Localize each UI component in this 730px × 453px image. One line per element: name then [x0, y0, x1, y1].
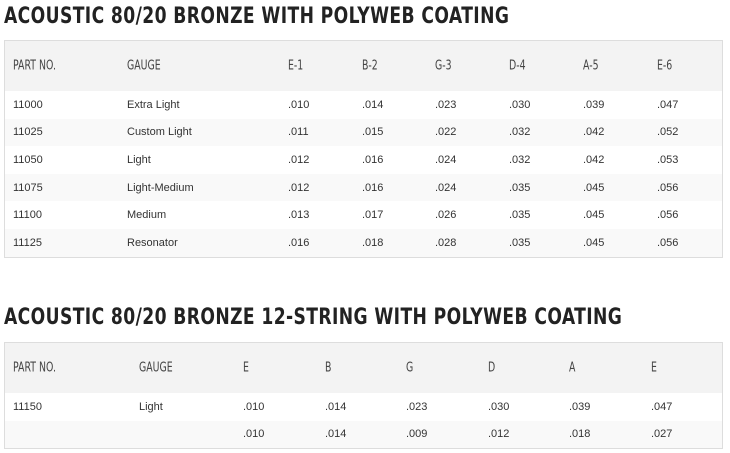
table-cell: 11150: [13, 400, 42, 413]
table-cell: .053: [657, 153, 679, 166]
column-header: E: [651, 360, 657, 376]
table-cell: .056: [657, 181, 679, 194]
table-cell: .014: [325, 428, 347, 441]
table-cell: .009: [406, 428, 428, 441]
table-cell: Light: [139, 400, 163, 413]
table-cell: 11100: [13, 209, 42, 222]
table-cell: .027: [651, 428, 673, 441]
table-row: 11100 Medium .013 .017 .026 .035 .045 .056: [5, 201, 722, 229]
table-cell: .012: [288, 153, 310, 166]
column-header: G: [406, 360, 414, 376]
table-cell: 11000: [13, 98, 43, 111]
table-cell: .022: [435, 126, 457, 139]
table-cell: .013: [288, 209, 310, 222]
table-cell: 11125: [13, 236, 42, 249]
table-row: .010 .014 .009 .012 .018 .027: [5, 420, 722, 449]
table-cell: .024: [435, 181, 457, 194]
table-cell: .018: [569, 428, 591, 441]
table-cell: .016: [288, 236, 310, 249]
column-header: A-5: [583, 58, 599, 74]
table-cell: Medium: [127, 209, 167, 222]
table-cell: .035: [509, 209, 531, 222]
table-cell: .039: [569, 400, 591, 413]
table-cell: .047: [657, 98, 679, 111]
column-header: GAUGE: [139, 360, 173, 376]
table-cell: .056: [657, 236, 679, 249]
column-header: PART NO.: [13, 58, 56, 74]
column-header: E: [243, 360, 249, 376]
table-cell: .047: [651, 400, 673, 413]
table-cell: .032: [509, 126, 531, 139]
column-header: D: [488, 360, 496, 376]
table-cell: .017: [362, 209, 384, 222]
table-cell: Light-Medium: [127, 181, 194, 194]
table-cell: Extra Light: [127, 98, 180, 111]
table-cell: .035: [509, 236, 531, 249]
table-cell: Custom Light: [127, 126, 192, 139]
table-row: 11050 Light .012 .016 .024 .032 .042 .053: [5, 146, 722, 174]
table-row: 11150 Light .010 .014 .023 .030 .039 .047: [5, 393, 722, 421]
table-cell: .030: [509, 98, 531, 111]
table-cell: .052: [657, 126, 679, 139]
column-header: PART NO.: [13, 360, 56, 376]
column-header: B: [325, 360, 332, 376]
table-cell: .024: [435, 153, 457, 166]
column-header: G-3: [435, 58, 452, 74]
table-cell: .030: [488, 400, 510, 413]
table-cell: .045: [583, 209, 605, 222]
table-cell: .015: [362, 126, 384, 139]
table-cell: .039: [583, 98, 605, 111]
table-cell: .056: [657, 209, 679, 222]
header-row: PART NO. GAUGE E-1 B-2 G-3 D-4 A-5 E-6: [5, 41, 722, 91]
table-cell: .012: [288, 181, 310, 194]
table-cell: .042: [583, 126, 605, 139]
table-2-title: ACOUSTIC 80/20 BRONZE 12-STRING WITH POL…: [4, 305, 623, 330]
column-header: E-1: [288, 58, 304, 74]
table-cell: .035: [509, 181, 531, 194]
table-cell: .023: [406, 400, 428, 413]
table-cell: .042: [583, 153, 605, 166]
table-1-title: ACOUSTIC 80/20 BRONZE WITH POLYWEB COATI…: [4, 4, 510, 29]
table-cell: .011: [288, 126, 309, 139]
table-cell: 11025: [13, 126, 43, 139]
table-cell: .045: [583, 181, 605, 194]
table-cell: .028: [435, 236, 457, 249]
table-row: 11075 Light-Medium .012 .016 .024 .035 .045 .05…: [5, 173, 722, 202]
column-header: B-2: [362, 58, 378, 74]
table-cell: .023: [435, 98, 457, 111]
table-cell: .012: [488, 428, 510, 441]
header-row: PART NO. GAUGE E B G D A E: [5, 343, 722, 393]
table-cell: .016: [362, 153, 384, 166]
column-header: D-4: [509, 58, 526, 74]
table-cell: .016: [362, 181, 384, 194]
table-cell: .045: [583, 236, 605, 249]
table-cell: .014: [325, 400, 347, 413]
string-gauge-table-1: PART NO. GAUGE E-1 B-2 G-3 D-4 A-5 E-6 11000 Extr…: [4, 40, 723, 258]
table-cell: .010: [288, 98, 310, 111]
table-cell: Resonator: [127, 236, 178, 249]
table-row: 11000 Extra Light .010 .014 .023 .030 .039 .047: [5, 91, 722, 119]
table-cell: Light: [127, 153, 151, 166]
column-header: A: [569, 360, 576, 376]
table-cell: .026: [435, 209, 457, 222]
column-header: GAUGE: [127, 58, 161, 74]
table-cell: .032: [509, 153, 531, 166]
table-row: 11125 Resonator .016 .018 .028 .035 .045 .056: [5, 228, 722, 257]
table-cell: .018: [362, 236, 384, 249]
table-cell: .010: [243, 400, 265, 413]
table-cell: 11075: [13, 181, 43, 194]
table-cell: .010: [243, 428, 265, 441]
table-row: 11025 Custom Light .011 .015 .022 .032 .042 .05…: [5, 118, 722, 147]
table-cell: 11050: [13, 153, 43, 166]
table-cell: .014: [362, 98, 384, 111]
string-gauge-table-2: PART NO. GAUGE E B G D A E 11150 Light .010 .014 .02…: [4, 342, 723, 450]
column-header: E-6: [657, 58, 673, 74]
